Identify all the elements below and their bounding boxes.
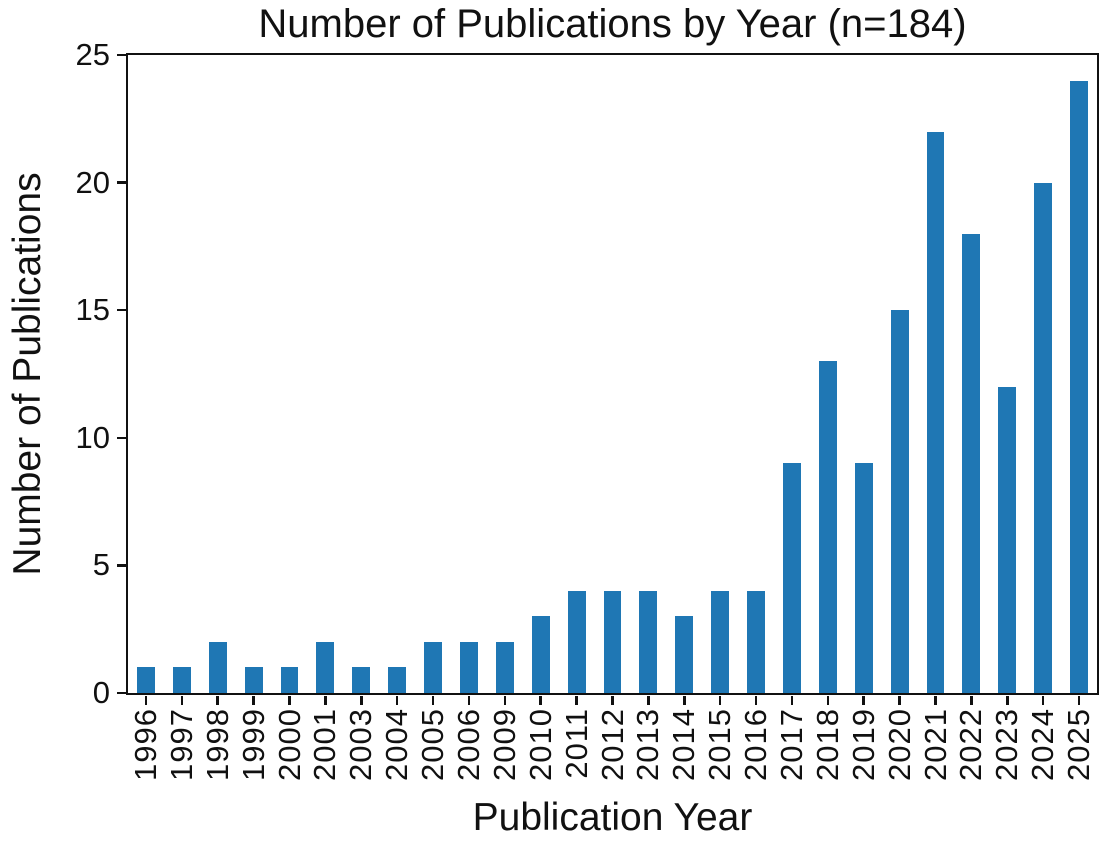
- x-tick: [575, 695, 578, 705]
- x-tick: [1077, 695, 1081, 705]
- x-tick: [539, 695, 542, 705]
- x-tick-label-2005: 2005: [415, 708, 451, 781]
- x-tick: [718, 695, 722, 705]
- bar-2010: [531, 616, 550, 693]
- x-tick-label-1997: 1997: [163, 708, 199, 781]
- x-tick-label-2017: 2017: [773, 708, 809, 781]
- x-tick: [216, 695, 219, 705]
- x-tick-label-1999: 1999: [235, 708, 271, 781]
- bar-1997: [172, 667, 191, 693]
- bar-2000: [280, 667, 299, 693]
- x-tick: [647, 695, 650, 705]
- y-tick-label-25: 25: [75, 37, 110, 72]
- y-axis-label: Number of Publications: [6, 172, 49, 576]
- x-tick: [790, 695, 794, 705]
- x-tick: [862, 695, 865, 705]
- bar-1999: [244, 667, 263, 693]
- bar-2023: [998, 386, 1017, 693]
- x-tick-label-2018: 2018: [809, 708, 845, 781]
- x-axis-label: Publication Year: [472, 796, 753, 839]
- bar-2013: [639, 590, 658, 693]
- x-tick-label-2025: 2025: [1061, 708, 1097, 781]
- x-tick-label-2010: 2010: [522, 708, 558, 781]
- x-tick-label-2012: 2012: [594, 708, 630, 781]
- bar-2011: [567, 590, 586, 693]
- x-tick: [395, 695, 399, 705]
- x-tick-label-2001: 2001: [307, 708, 343, 781]
- x-tick-label-2022: 2022: [953, 708, 989, 781]
- bar-1996: [136, 667, 155, 693]
- x-tick-label-2011: 2011: [558, 708, 594, 779]
- x-tick-label-2021: 2021: [917, 708, 953, 781]
- x-tick: [180, 695, 184, 705]
- y-tick-label-15: 15: [75, 292, 110, 328]
- bar-2005: [424, 641, 443, 693]
- x-tick: [288, 695, 291, 705]
- bar-2020: [890, 310, 909, 693]
- bar-2006: [459, 641, 478, 693]
- y-tick: [116, 181, 126, 184]
- x-tick-label-2020: 2020: [881, 708, 917, 781]
- x-tick-label-2009: 2009: [486, 708, 522, 781]
- x-tick: [467, 695, 471, 705]
- x-tick-label-2016: 2016: [738, 708, 774, 781]
- x-tick: [683, 695, 686, 705]
- bar-2009: [495, 641, 514, 693]
- x-tick: [934, 695, 937, 705]
- x-tick-label-2015: 2015: [702, 708, 738, 781]
- x-tick-label-2004: 2004: [379, 708, 415, 781]
- bar-2025: [1070, 80, 1089, 693]
- x-tick: [144, 695, 148, 705]
- y-tick-label-10: 10: [75, 419, 110, 455]
- x-tick-label-2024: 2024: [1025, 708, 1061, 781]
- y-tick-label-5: 5: [92, 547, 110, 583]
- bar-2024: [1034, 182, 1053, 693]
- bar-2019: [854, 463, 873, 693]
- x-tick-label-2006: 2006: [450, 708, 486, 781]
- x-tick: [1041, 695, 1045, 705]
- chart-title: Number of Publications by Year (n=184): [258, 2, 967, 46]
- x-tick: [431, 695, 435, 705]
- bar-2018: [818, 361, 837, 693]
- bar-2003: [352, 667, 371, 693]
- x-tick: [324, 695, 327, 705]
- x-tick-label-2000: 2000: [271, 708, 307, 781]
- bar-2016: [747, 590, 766, 693]
- x-tick: [754, 695, 758, 705]
- x-tick: [611, 695, 614, 705]
- bar-2015: [711, 590, 730, 693]
- y-tick-label-20: 20: [75, 164, 110, 200]
- y-tick: [116, 436, 126, 440]
- x-tick: [503, 695, 507, 705]
- x-tick-label-2013: 2013: [630, 708, 666, 781]
- x-tick-label-2014: 2014: [666, 708, 702, 781]
- x-tick: [826, 695, 830, 705]
- bar-2017: [782, 463, 801, 693]
- bar-1998: [208, 641, 227, 693]
- x-tick: [252, 695, 255, 705]
- y-tick-label-0: 0: [92, 675, 110, 710]
- x-tick-label-2023: 2023: [989, 708, 1025, 781]
- bar-2021: [926, 131, 945, 693]
- y-tick: [116, 564, 126, 567]
- plot-area: [126, 53, 1099, 695]
- y-tick: [116, 308, 126, 312]
- bar-2004: [388, 667, 407, 693]
- x-tick: [898, 695, 901, 705]
- bar-2022: [962, 233, 981, 693]
- x-tick: [970, 695, 973, 705]
- x-tick-label-2019: 2019: [845, 708, 881, 781]
- x-tick: [360, 695, 363, 705]
- bar-2001: [316, 641, 335, 693]
- x-tick-label-2003: 2003: [343, 708, 379, 781]
- bar-2012: [603, 590, 622, 693]
- y-tick: [116, 691, 126, 695]
- x-tick: [1006, 695, 1009, 705]
- x-tick-label-1998: 1998: [199, 708, 235, 781]
- x-tick-label-1996: 1996: [127, 708, 163, 781]
- bar-2014: [675, 616, 694, 693]
- y-tick: [116, 53, 126, 57]
